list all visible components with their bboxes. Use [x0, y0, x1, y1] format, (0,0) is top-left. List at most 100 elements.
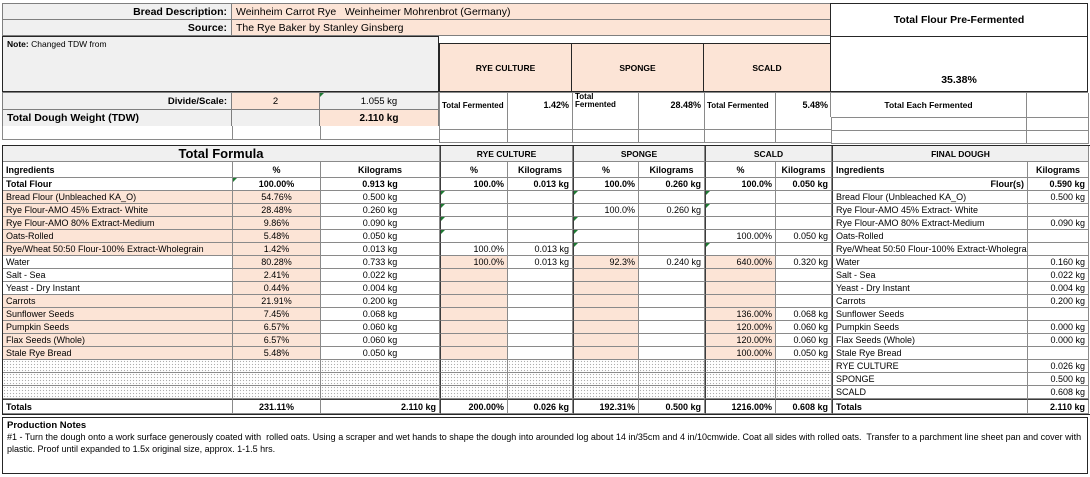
cell-stale-rye-bread-sponge-kg[interactable] [639, 347, 705, 360]
cell-flax-seeds-ingredient[interactable]: Flax Seeds (Whole) [3, 334, 233, 347]
cell-rye-flour-45-scald-kg[interactable] [776, 204, 832, 217]
empty-cell[interactable] [1027, 118, 1089, 131]
cell-water-pct[interactable]: 80.28% [233, 256, 321, 269]
cell-carrots-rye-kg[interactable] [508, 295, 573, 308]
cell-rye-wheat-5050-fd-kg[interactable] [1028, 243, 1089, 256]
cell-sunflower-seeds-scald-pct[interactable]: 136.00% [705, 308, 776, 321]
cell-rye-flour-45-rye-kg[interactable] [508, 204, 573, 217]
cell-yeast-dry-scald-kg[interactable] [776, 282, 832, 295]
cell-carrots-sponge-kg[interactable] [639, 295, 705, 308]
cell-pumpkin-seeds-fd-ingredient[interactable]: Pumpkin Seeds [832, 321, 1028, 334]
empty-cell[interactable] [440, 117, 508, 130]
cell-pumpkin-seeds-rye-kg[interactable] [508, 321, 573, 334]
total-fermented-value-rye[interactable]: 1.42% [508, 93, 573, 118]
empty-cell[interactable] [508, 117, 573, 130]
cell-rye-flour-45-rye-pct[interactable] [440, 204, 508, 217]
cell-bread-flour-ingredient[interactable]: Bread Flour (Unbleached KA_O) [3, 191, 233, 204]
cell-bread-flour-kg[interactable]: 0.500 kg [321, 191, 440, 204]
cell-rye-flour-80-ingredient[interactable]: Rye Flour-AMO 80% Extract-Medium [3, 217, 233, 230]
cell-bread-flour-rye-kg[interactable] [508, 191, 573, 204]
cell-salt-sea-scald-pct[interactable] [705, 269, 776, 282]
cell-stale-rye-bread-rye-kg[interactable] [508, 347, 573, 360]
cell-oats-rolled-ingredient[interactable]: Oats-Rolled [3, 230, 233, 243]
empty-cell[interactable] [573, 117, 639, 130]
cell-totals-rye-kg[interactable]: 0.026 kg [508, 399, 573, 414]
cell-oats-rolled-sponge-pct[interactable] [573, 230, 639, 243]
cell-total-flour-sponge-pct[interactable]: 100.0% [573, 178, 639, 191]
cell-carrots-rye-pct[interactable] [440, 295, 508, 308]
cell-carrots-fd-kg[interactable]: 0.200 kg [1028, 295, 1089, 308]
cell-carrots-pct[interactable]: 21.91% [233, 295, 321, 308]
bread-description-value[interactable]: Weinheim Carrot Rye Weinheimer Mohrenbro… [231, 3, 831, 20]
cell-oats-rolled-sponge-kg[interactable] [639, 230, 705, 243]
cell-pumpkin-seeds-scald-kg[interactable]: 0.060 kg [776, 321, 832, 334]
cell-flax-seeds-rye-kg[interactable] [508, 334, 573, 347]
cell-stale-rye-bread-scald-pct[interactable]: 100.00% [705, 347, 776, 360]
total-flour-prefermented-value[interactable]: 35.38% [830, 36, 1088, 92]
empty-cell[interactable] [508, 130, 573, 143]
cell-preferment-sponge-fd-ingredient[interactable]: SPONGE [832, 373, 1028, 386]
cell-salt-sea-ingredient[interactable]: Salt - Sea [3, 269, 233, 282]
cell-pumpkin-seeds-rye-pct[interactable] [440, 321, 508, 334]
cell-bread-flour-fd-ingredient[interactable]: Bread Flour (Unbleached KA_O) [832, 191, 1028, 204]
cell-preferment-scald-fd-kg[interactable]: 0.608 kg [1028, 386, 1089, 399]
cell-rye-flour-80-rye-kg[interactable] [508, 217, 573, 230]
cell-pumpkin-seeds-scald-pct[interactable]: 120.00% [705, 321, 776, 334]
cell-yeast-dry-fd-ingredient[interactable]: Yeast - Dry Instant [832, 282, 1028, 295]
empty-cell[interactable] [776, 117, 832, 130]
cell-rye-flour-80-pct[interactable]: 9.86% [233, 217, 321, 230]
cell-water-rye-kg[interactable]: 0.013 kg [508, 256, 573, 269]
cell-yeast-dry-fd-kg[interactable]: 0.004 kg [1028, 282, 1089, 295]
cell-total-flour-fd-kg[interactable]: 0.590 kg [1028, 178, 1089, 191]
cell-totals-scald-kg[interactable]: 0.608 kg [776, 399, 832, 414]
cell-carrots-fd-ingredient[interactable]: Carrots [832, 295, 1028, 308]
cell-preferment-scald-fd-ingredient[interactable]: SCALD [832, 386, 1028, 399]
cell-salt-sea-kg[interactable]: 0.022 kg [321, 269, 440, 282]
cell-carrots-kg[interactable]: 0.200 kg [321, 295, 440, 308]
cell-total-flour-ingredient[interactable]: Total Flour [3, 178, 233, 191]
cell-salt-sea-fd-kg[interactable]: 0.022 kg [1028, 269, 1089, 282]
cell-flax-seeds-scald-kg[interactable]: 0.060 kg [776, 334, 832, 347]
cell-total-flour-pct[interactable]: 100.00% [233, 178, 321, 191]
cell-stale-rye-bread-kg[interactable]: 0.050 kg [321, 347, 440, 360]
empty-cell[interactable] [3, 126, 233, 140]
cell-totals-ingredient[interactable]: Totals [3, 399, 233, 414]
cell-yeast-dry-rye-pct[interactable] [440, 282, 508, 295]
cell-salt-sea-pct[interactable]: 2.41% [233, 269, 321, 282]
cell-oats-rolled-fd-kg[interactable] [1028, 230, 1089, 243]
cell-total-flour-sponge-kg[interactable]: 0.260 kg [639, 178, 705, 191]
cell-water-fd-kg[interactable]: 0.160 kg [1028, 256, 1089, 269]
cell-yeast-dry-scald-pct[interactable] [705, 282, 776, 295]
empty-cell[interactable] [321, 126, 440, 140]
cell-stale-rye-bread-scald-kg[interactable]: 0.050 kg [776, 347, 832, 360]
cell-oats-rolled-pct[interactable]: 5.48% [233, 230, 321, 243]
empty-cell[interactable] [440, 130, 508, 143]
cell-total-flour-fd-ingredient[interactable]: Flour(s) [832, 178, 1028, 191]
cell-flax-seeds-sponge-pct[interactable] [573, 334, 639, 347]
cell-total-flour-rye-pct[interactable]: 100.0% [440, 178, 508, 191]
total-fermented-value-scald[interactable]: 5.48% [776, 93, 832, 118]
cell-sunflower-seeds-sponge-pct[interactable] [573, 308, 639, 321]
empty-cell[interactable] [705, 117, 776, 130]
cell-carrots-scald-pct[interactable] [705, 295, 776, 308]
cell-rye-flour-80-kg[interactable]: 0.090 kg [321, 217, 440, 230]
cell-sunflower-seeds-ingredient[interactable]: Sunflower Seeds [3, 308, 233, 321]
cell-pumpkin-seeds-sponge-pct[interactable] [573, 321, 639, 334]
cell-yeast-dry-kg[interactable]: 0.004 kg [321, 282, 440, 295]
cell-totals-fd-kg[interactable]: 2.110 kg [1028, 399, 1089, 414]
cell-flax-seeds-kg[interactable]: 0.060 kg [321, 334, 440, 347]
cell-rye-flour-45-sponge-pct[interactable]: 100.0% [573, 204, 639, 217]
divide-scale-input[interactable]: 2 [231, 92, 320, 110]
cell-salt-sea-sponge-pct[interactable] [573, 269, 639, 282]
cell-total-flour-scald-pct[interactable]: 100.0% [705, 178, 776, 191]
cell-rye-flour-80-rye-pct[interactable] [440, 217, 508, 230]
cell-rye-flour-45-fd-kg[interactable] [1028, 204, 1089, 217]
cell-salt-sea-sponge-kg[interactable] [639, 269, 705, 282]
production-notes[interactable]: Production Notes #1 - Turn the dough ont… [2, 417, 1088, 474]
empty-cell[interactable] [831, 118, 1027, 131]
cell-bread-flour-scald-kg[interactable] [776, 191, 832, 204]
cell-pumpkin-seeds-fd-kg[interactable]: 0.000 kg [1028, 321, 1089, 334]
cell-sunflower-seeds-fd-ingredient[interactable]: Sunflower Seeds [832, 308, 1028, 321]
cell-total-flour-rye-kg[interactable]: 0.013 kg [508, 178, 573, 191]
empty-cell[interactable] [573, 130, 639, 143]
